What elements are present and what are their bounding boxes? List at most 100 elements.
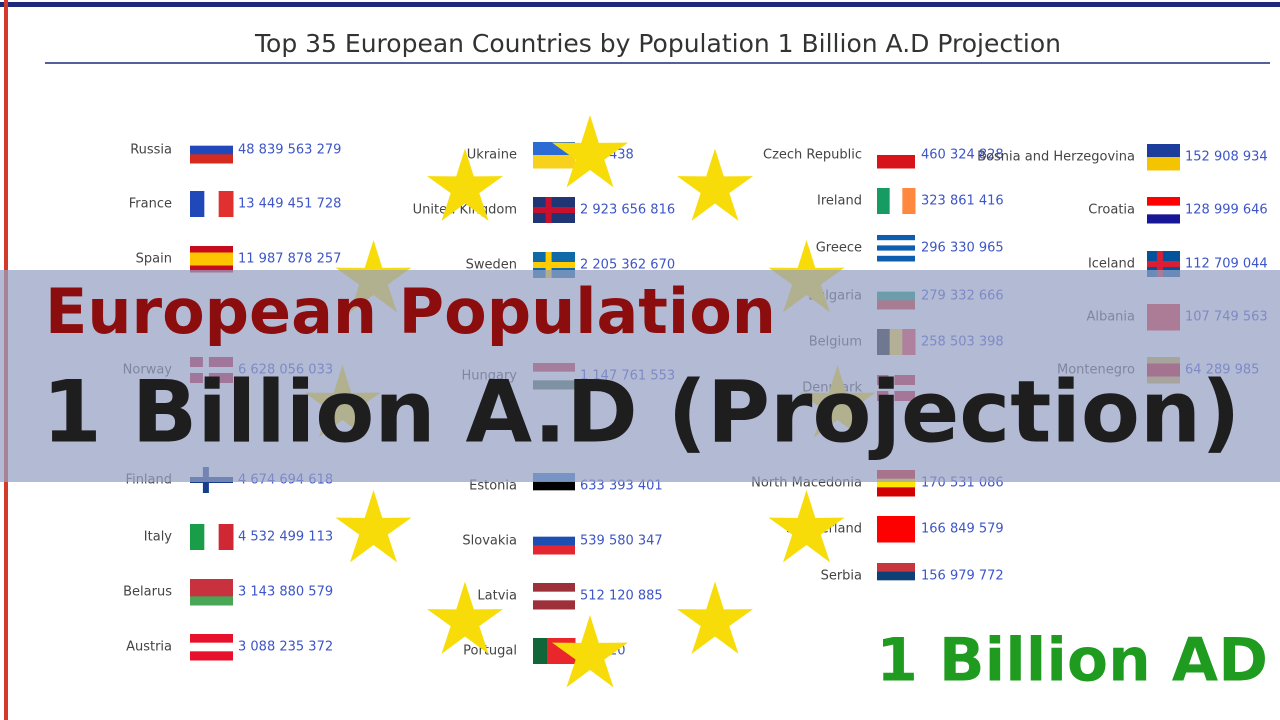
- flag-stripe: [190, 246, 233, 253]
- country-name: Greece: [816, 241, 862, 256]
- population: 539 580 347: [580, 534, 663, 549]
- flag-stripe: [218, 191, 234, 217]
- flag-stripe: [190, 587, 233, 597]
- flag-stripe: [877, 580, 915, 590]
- flag-stripe: [533, 583, 575, 593]
- flag-stripe: [204, 524, 220, 550]
- star: [427, 581, 503, 654]
- flag-stripe: [1147, 157, 1180, 171]
- country-name: France: [129, 197, 172, 212]
- population: 2 205 362 670: [580, 258, 675, 273]
- badge: 1 Billion AD: [876, 626, 1268, 696]
- flag-stripe: [877, 240, 915, 246]
- country-name: Austria: [126, 640, 172, 655]
- country-name: Bosnia and Herzegovina: [977, 150, 1135, 165]
- population: 4 532 499 113: [238, 530, 333, 545]
- flag-cross: [1147, 261, 1180, 267]
- flag-stripe: [889, 188, 903, 214]
- flag-stripe: [190, 579, 233, 589]
- country-name: Latvia: [477, 589, 517, 604]
- population: 156 979 772: [921, 569, 1004, 584]
- banner-line1: European Population: [45, 275, 776, 348]
- population: 13 449 451 728: [238, 197, 341, 212]
- flag-stripe: [902, 188, 916, 214]
- flag: [190, 634, 233, 661]
- flag-stripe: [1147, 144, 1180, 158]
- country-name: Iceland: [1088, 257, 1135, 272]
- country-name: Italy: [144, 530, 173, 545]
- flag-stripe: [877, 142, 915, 156]
- flag-stripe: [190, 651, 233, 661]
- flag-stripe: [877, 571, 915, 581]
- population: 633 393 401: [580, 479, 663, 494]
- flag-stripe: [190, 634, 233, 644]
- flag: [877, 516, 915, 543]
- country-name: Portugal: [463, 644, 517, 659]
- flag: [877, 563, 915, 590]
- population: 166 849 579: [921, 522, 1004, 537]
- flag-stripe: [1147, 205, 1180, 215]
- flag-stripe: [533, 155, 575, 169]
- country-name: United Kingdom: [413, 203, 517, 218]
- flag: [190, 524, 234, 550]
- flag-stripe: [1147, 214, 1180, 224]
- population: 11 987 878 257: [238, 252, 341, 267]
- flag-stripe: [218, 524, 234, 550]
- flag: [190, 246, 233, 273]
- flag-stripe: [533, 528, 575, 538]
- flag-stripe: [190, 145, 233, 155]
- top-border: [0, 2, 1280, 7]
- country-name: Spain: [136, 252, 172, 267]
- population: 112 709 044: [1185, 257, 1268, 272]
- flag-stripe: [533, 490, 575, 500]
- flag-stripe: [190, 137, 233, 147]
- flag-stripe: [877, 478, 915, 488]
- country-name: Ireland: [817, 194, 862, 209]
- star: [768, 490, 845, 563]
- flag-stripe: [190, 191, 205, 217]
- flag: [190, 191, 234, 217]
- star: [552, 115, 628, 188]
- flag-stripe: [190, 642, 233, 652]
- flag-stripe: [190, 259, 233, 266]
- population: 323 861 416: [921, 194, 1004, 209]
- flag-stripe: [190, 154, 233, 164]
- flag-stripe: [877, 250, 915, 257]
- population: 128 999 646: [1185, 203, 1268, 218]
- star: [552, 615, 628, 688]
- flag: [533, 583, 575, 610]
- title: Top 35 European Countries by Population …: [254, 29, 1061, 58]
- flag-stripe: [190, 252, 233, 260]
- country-name: Ukraine: [467, 148, 517, 163]
- flag-stripe: [533, 638, 548, 664]
- flag: [533, 142, 575, 169]
- country-name: Belarus: [123, 585, 172, 600]
- population: 152 908 934: [1185, 150, 1268, 165]
- country-name: Russia: [130, 143, 172, 158]
- flag: [1147, 197, 1180, 224]
- flag: [1147, 144, 1180, 171]
- flag-stripe: [533, 481, 575, 491]
- flag: [533, 528, 575, 555]
- country-name: Czech Republic: [763, 148, 862, 163]
- population: 48 839 563 279: [238, 143, 341, 158]
- flag-cross: [533, 207, 575, 213]
- flag: [190, 137, 233, 164]
- country-name: Slovakia: [462, 534, 517, 549]
- flag-stripe: [190, 596, 233, 606]
- flag-stripe: [1147, 197, 1180, 207]
- banner-line2: 1 Billion A.D (Projection): [42, 362, 1240, 462]
- star: [335, 490, 412, 563]
- population: 512 120 885: [580, 589, 663, 604]
- population: 460 324 828: [921, 148, 1004, 163]
- flag-stripe: [533, 591, 575, 601]
- star: [427, 148, 503, 221]
- flag: [533, 197, 575, 223]
- flag-stripe: [547, 638, 562, 664]
- flag: [190, 579, 233, 606]
- star: [677, 148, 753, 221]
- flag-stripe: [877, 487, 915, 497]
- flag-stripe: [190, 265, 233, 273]
- flag-stripe: [877, 516, 915, 543]
- flag-stripe: [877, 188, 891, 214]
